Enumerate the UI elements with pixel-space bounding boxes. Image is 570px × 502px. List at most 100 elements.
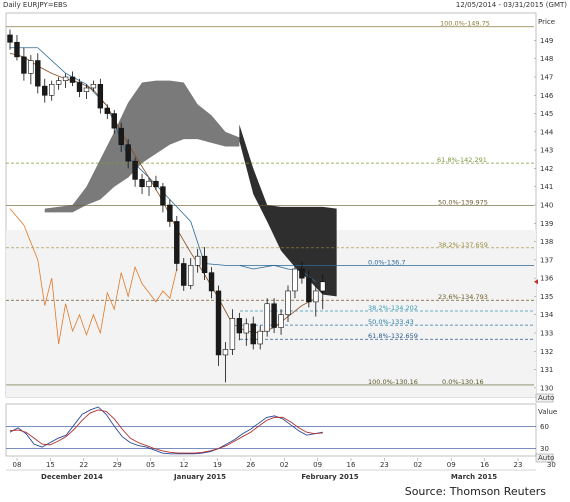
candle-body — [48, 84, 55, 96]
candle — [306, 270, 312, 308]
price-tick: 134 — [540, 311, 554, 319]
candle-body — [257, 330, 263, 345]
month-label: December 2014 — [41, 473, 103, 481]
price-tick: 138 — [540, 238, 553, 246]
fib-label: 0.0%-130.16 — [442, 378, 484, 386]
time-tick: 19 — [213, 461, 222, 469]
candle-body — [62, 76, 69, 81]
candle — [62, 73, 69, 88]
candle-body — [76, 82, 83, 92]
candle-body — [222, 349, 229, 356]
fibonacci-levels: 100.0%-149.75 61.8%-142.291 50.0%-139.975 3… — [6, 20, 534, 386]
candle — [257, 325, 263, 350]
price-axis: Price 130 131 132 133 134 135 136 137 138 139 140 1… — [534, 18, 555, 392]
candle — [167, 199, 173, 227]
time-tick: 16 — [480, 461, 489, 469]
candle-body — [146, 180, 152, 188]
price-tick: 144 — [540, 128, 554, 136]
price-tick: 136 — [540, 275, 554, 283]
candle-body — [132, 160, 138, 180]
candle-body — [201, 255, 208, 273]
candle-body — [14, 41, 20, 58]
oscillator-series-2 — [9, 409, 323, 454]
time-tick: 22 — [79, 461, 88, 469]
candle-body — [55, 80, 62, 85]
price-tick: 142 — [540, 165, 553, 173]
fib-label: 61.8%-142.291 — [437, 156, 487, 164]
time-axis: 08 15 22 29 05 12 19 26 02 09 16 23 02 09 16 23 30 Decemb… — [6, 458, 556, 481]
auto-main-button[interactable] — [535, 393, 554, 403]
candle-body — [313, 290, 319, 303]
candle — [313, 285, 319, 317]
candle — [229, 309, 236, 355]
time-tick: 23 — [514, 461, 523, 469]
candle-body — [21, 56, 27, 74]
candle — [55, 77, 62, 90]
candle — [21, 47, 27, 81]
time-tick: 23 — [380, 461, 389, 469]
chart-instrument-title: Daily EURJPY=EBS — [3, 1, 68, 9]
candle-body — [236, 318, 243, 334]
oscillator-tick: 30 — [540, 445, 549, 453]
candle — [69, 71, 76, 87]
candle — [250, 316, 256, 350]
month-label: January 2015 — [173, 473, 226, 481]
candle-body — [7, 34, 13, 43]
candle — [174, 215, 180, 271]
auto-main-label: Auto — [538, 394, 554, 402]
ichimoku-cloud-dark — [239, 124, 337, 297]
auto-osc-button[interactable] — [535, 453, 554, 463]
candle-body — [188, 265, 194, 286]
candle-body — [215, 290, 222, 356]
time-tick: 09 — [447, 461, 456, 469]
candle — [236, 312, 243, 341]
candle — [76, 78, 83, 98]
candle-body — [278, 314, 284, 328]
price-tick: 141 — [540, 183, 553, 191]
candle — [42, 78, 48, 103]
candle-body — [320, 281, 326, 292]
candle-body — [42, 85, 48, 96]
candle — [111, 109, 117, 134]
auto-osc-label: Auto — [538, 454, 554, 462]
time-tick: 29 — [113, 461, 122, 469]
time-tick: 02 — [413, 461, 422, 469]
candle-body — [83, 87, 90, 92]
price-axis-label: Price — [538, 18, 555, 26]
price-tick: 140 — [540, 202, 553, 210]
candle — [181, 258, 187, 291]
candle-body — [250, 323, 256, 345]
candle — [28, 55, 34, 85]
candle — [125, 139, 131, 169]
candle-body — [243, 323, 249, 334]
candle-body — [292, 268, 298, 292]
lower-shade — [6, 230, 536, 397]
candle-body — [139, 179, 145, 188]
price-tick: 135 — [540, 293, 553, 301]
oscillator-tick: 60 — [540, 423, 549, 431]
price-tick: 139 — [540, 220, 553, 228]
candle — [243, 318, 249, 346]
price-tick: 146 — [540, 92, 554, 100]
candle — [139, 173, 145, 195]
oscillator-frame — [5, 403, 537, 457]
candle-body — [97, 84, 104, 109]
candle-body — [167, 204, 173, 222]
price-tick: 148 — [540, 55, 553, 63]
lagging-line-orange — [9, 208, 178, 345]
fib-label: 38.2%-137.659 — [438, 241, 488, 249]
source-credit: Source: Thomson Reuters — [404, 485, 546, 498]
time-tick: 08 — [13, 461, 22, 469]
candle — [320, 274, 326, 310]
candlesticks[interactable] — [7, 29, 326, 383]
candle — [14, 34, 20, 61]
candle-body — [174, 221, 180, 264]
price-tick: 145 — [540, 110, 553, 118]
candle — [7, 29, 13, 50]
candle — [292, 265, 298, 299]
candle-body — [125, 144, 131, 162]
candle — [285, 285, 291, 323]
price-tick: 132 — [540, 348, 553, 356]
fib-label: 0.0%-136.7 — [368, 258, 405, 266]
